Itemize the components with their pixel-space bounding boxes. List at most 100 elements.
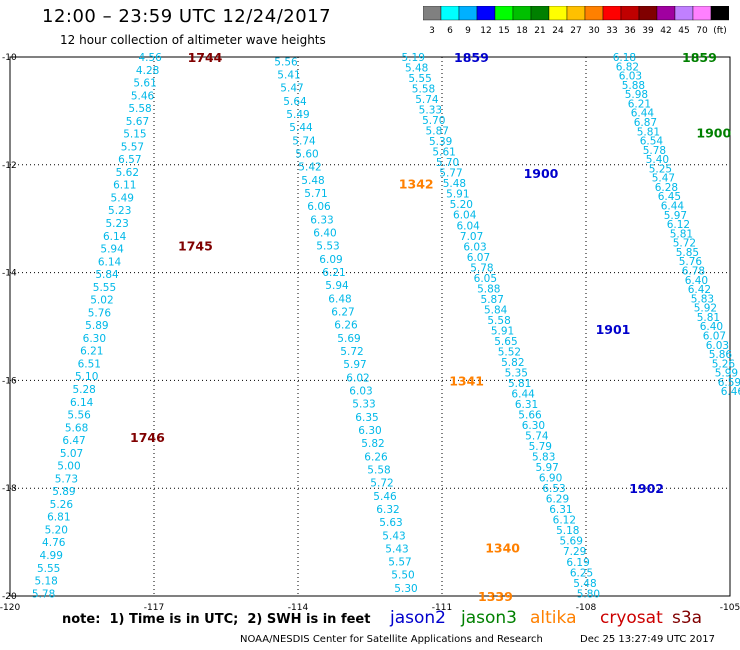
wave-height-value: 6.14: [103, 231, 127, 243]
wave-height-value: 5.48: [573, 578, 596, 590]
wave-height-value: 4.76: [42, 537, 66, 549]
wave-height-value: 5.83: [532, 452, 555, 464]
wave-height-value: 5.46: [131, 90, 155, 102]
wave-height-value: 6.44: [511, 389, 535, 401]
legend-label: 39: [642, 26, 654, 36]
wave-height-value: 5.66: [518, 410, 542, 422]
wave-height-value: 7.07: [460, 231, 483, 243]
wave-height-value: 5.99: [715, 368, 738, 380]
wave-height-value: 5.84: [484, 304, 508, 316]
x-tick-label: -120: [0, 603, 20, 613]
wave-height-value: 6.51: [78, 358, 101, 370]
wave-height-value: 5.76: [88, 307, 112, 319]
legend-label: 21: [534, 26, 545, 36]
wave-height-value: 5.33: [352, 399, 375, 411]
wave-height-value: 6.03: [619, 71, 642, 83]
wave-height-value: 5.74: [292, 135, 316, 147]
legend-label: 6: [447, 26, 453, 36]
wave-height-value: 5.55: [37, 563, 60, 575]
legend-label: 18: [516, 26, 528, 36]
page-subtitle: 12 hour collection of altimeter wave hei…: [60, 33, 326, 47]
wave-height-value: 5.44: [289, 122, 313, 134]
wave-height-value: 5.63: [379, 517, 402, 529]
wave-height-value: 4.56: [138, 52, 162, 64]
wave-height-value: 5.43: [385, 543, 408, 555]
wave-height-value: 5.80: [577, 588, 600, 600]
pass-time-label: 1900: [696, 125, 731, 140]
y-tick-label: -14: [2, 269, 17, 279]
wave-height-value: 5.53: [316, 241, 339, 253]
wave-height-value: 5.69: [337, 333, 360, 345]
wave-height-value: 5.18: [556, 525, 579, 537]
wave-height-value: 6.33: [310, 214, 333, 226]
pass-time-label: 1900: [524, 166, 559, 181]
wave-height-value: 5.23: [108, 205, 131, 217]
legend-label: (ft): [713, 26, 727, 36]
wave-height-value: 6.19: [566, 557, 589, 569]
legend-label: 70: [696, 26, 708, 36]
wave-height-value: 5.57: [388, 557, 411, 569]
wave-height-value: 5.85: [676, 247, 699, 259]
pass-time-label: 1744: [188, 50, 223, 65]
wave-height-value: 5.91: [446, 189, 469, 201]
wave-height-value: 6.57: [118, 154, 141, 166]
wave-height-value: 7.29: [563, 546, 586, 558]
wave-height-value: 6.46: [721, 386, 740, 398]
wave-height-value: 5.48: [301, 175, 324, 187]
wave-height-value: 5.88: [622, 80, 645, 92]
wave-height-value: 5.49: [111, 192, 134, 204]
x-tick-label: -114: [288, 603, 309, 613]
wave-height-value: 5.20: [45, 524, 68, 536]
wave-height-value: 6.21: [322, 267, 345, 279]
wave-height-value: 6.04: [456, 220, 480, 232]
wave-height-value: 5.55: [93, 282, 116, 294]
satellite-legend-jason2: jason2: [390, 608, 446, 628]
wave-height-value: 5.42: [298, 162, 321, 174]
wave-height-value: 5.56: [274, 56, 298, 68]
wave-height-value: 5.50: [391, 570, 414, 582]
pass-time-label: 1746: [130, 430, 165, 445]
wave-height-value: 6.03: [706, 340, 729, 352]
wave-height-value: 5.18: [34, 576, 57, 588]
wave-height-value: 5.49: [286, 109, 309, 121]
wave-height-value: 5.94: [100, 244, 124, 256]
wave-height-value: 5.84: [95, 269, 119, 281]
wave-height-value: 5.97: [664, 210, 687, 222]
wave-height-value: 6.07: [467, 252, 490, 264]
wave-height-value: 6.81: [47, 512, 70, 524]
pass-time-label: 1339: [478, 589, 513, 604]
wave-height-value: 5.78: [32, 588, 55, 600]
wave-height-value: 5.86: [709, 349, 733, 361]
wave-height-value: 5.87: [481, 294, 504, 306]
wave-height-value: 6.45: [658, 191, 681, 203]
color-scale-legend: 3 6 9 12 15 18 21 24 27 30 33 36 39 42 45 70 (ft): [423, 6, 729, 36]
wave-height-value: 5.87: [426, 126, 449, 138]
pass-time-label: 1341: [449, 373, 484, 388]
wave-height-value: 5.30: [394, 583, 417, 595]
x-tick-label: -108: [576, 603, 597, 613]
legend-label: 45: [678, 26, 689, 36]
legend-label: 42: [660, 26, 671, 36]
x-tick-label: -117: [144, 603, 164, 613]
wave-height-value: 5.58: [412, 84, 435, 96]
wave-height-value: 5.15: [123, 129, 146, 141]
wave-height-value: 5.48: [443, 178, 466, 190]
units-note: note: 1) Time is in UTC; 2) SWH is in fe…: [62, 612, 371, 627]
wave-height-value: 6.26: [334, 320, 358, 332]
satellite-legend-s3a: s3a: [672, 608, 703, 628]
wave-height-value: 6.42: [688, 284, 711, 296]
wave-height-value: 6.31: [515, 399, 538, 411]
wave-height-value: 6.03: [463, 241, 486, 253]
wave-height-value: 5.26: [712, 358, 736, 370]
wave-height-value: 5.61: [133, 78, 156, 90]
wave-height-value: 5.56: [67, 410, 91, 422]
wave-height-value: 5.79: [529, 441, 552, 453]
wave-height-value: 5.26: [50, 499, 74, 511]
legend-swatch: [710, 6, 729, 21]
wave-height-value: 6.54: [640, 136, 664, 148]
y-tick-label: -16: [2, 376, 17, 386]
legend-label: 3: [429, 26, 435, 36]
wave-height-value: 5.33: [419, 105, 442, 117]
wave-height-value: 5.02: [90, 295, 113, 307]
